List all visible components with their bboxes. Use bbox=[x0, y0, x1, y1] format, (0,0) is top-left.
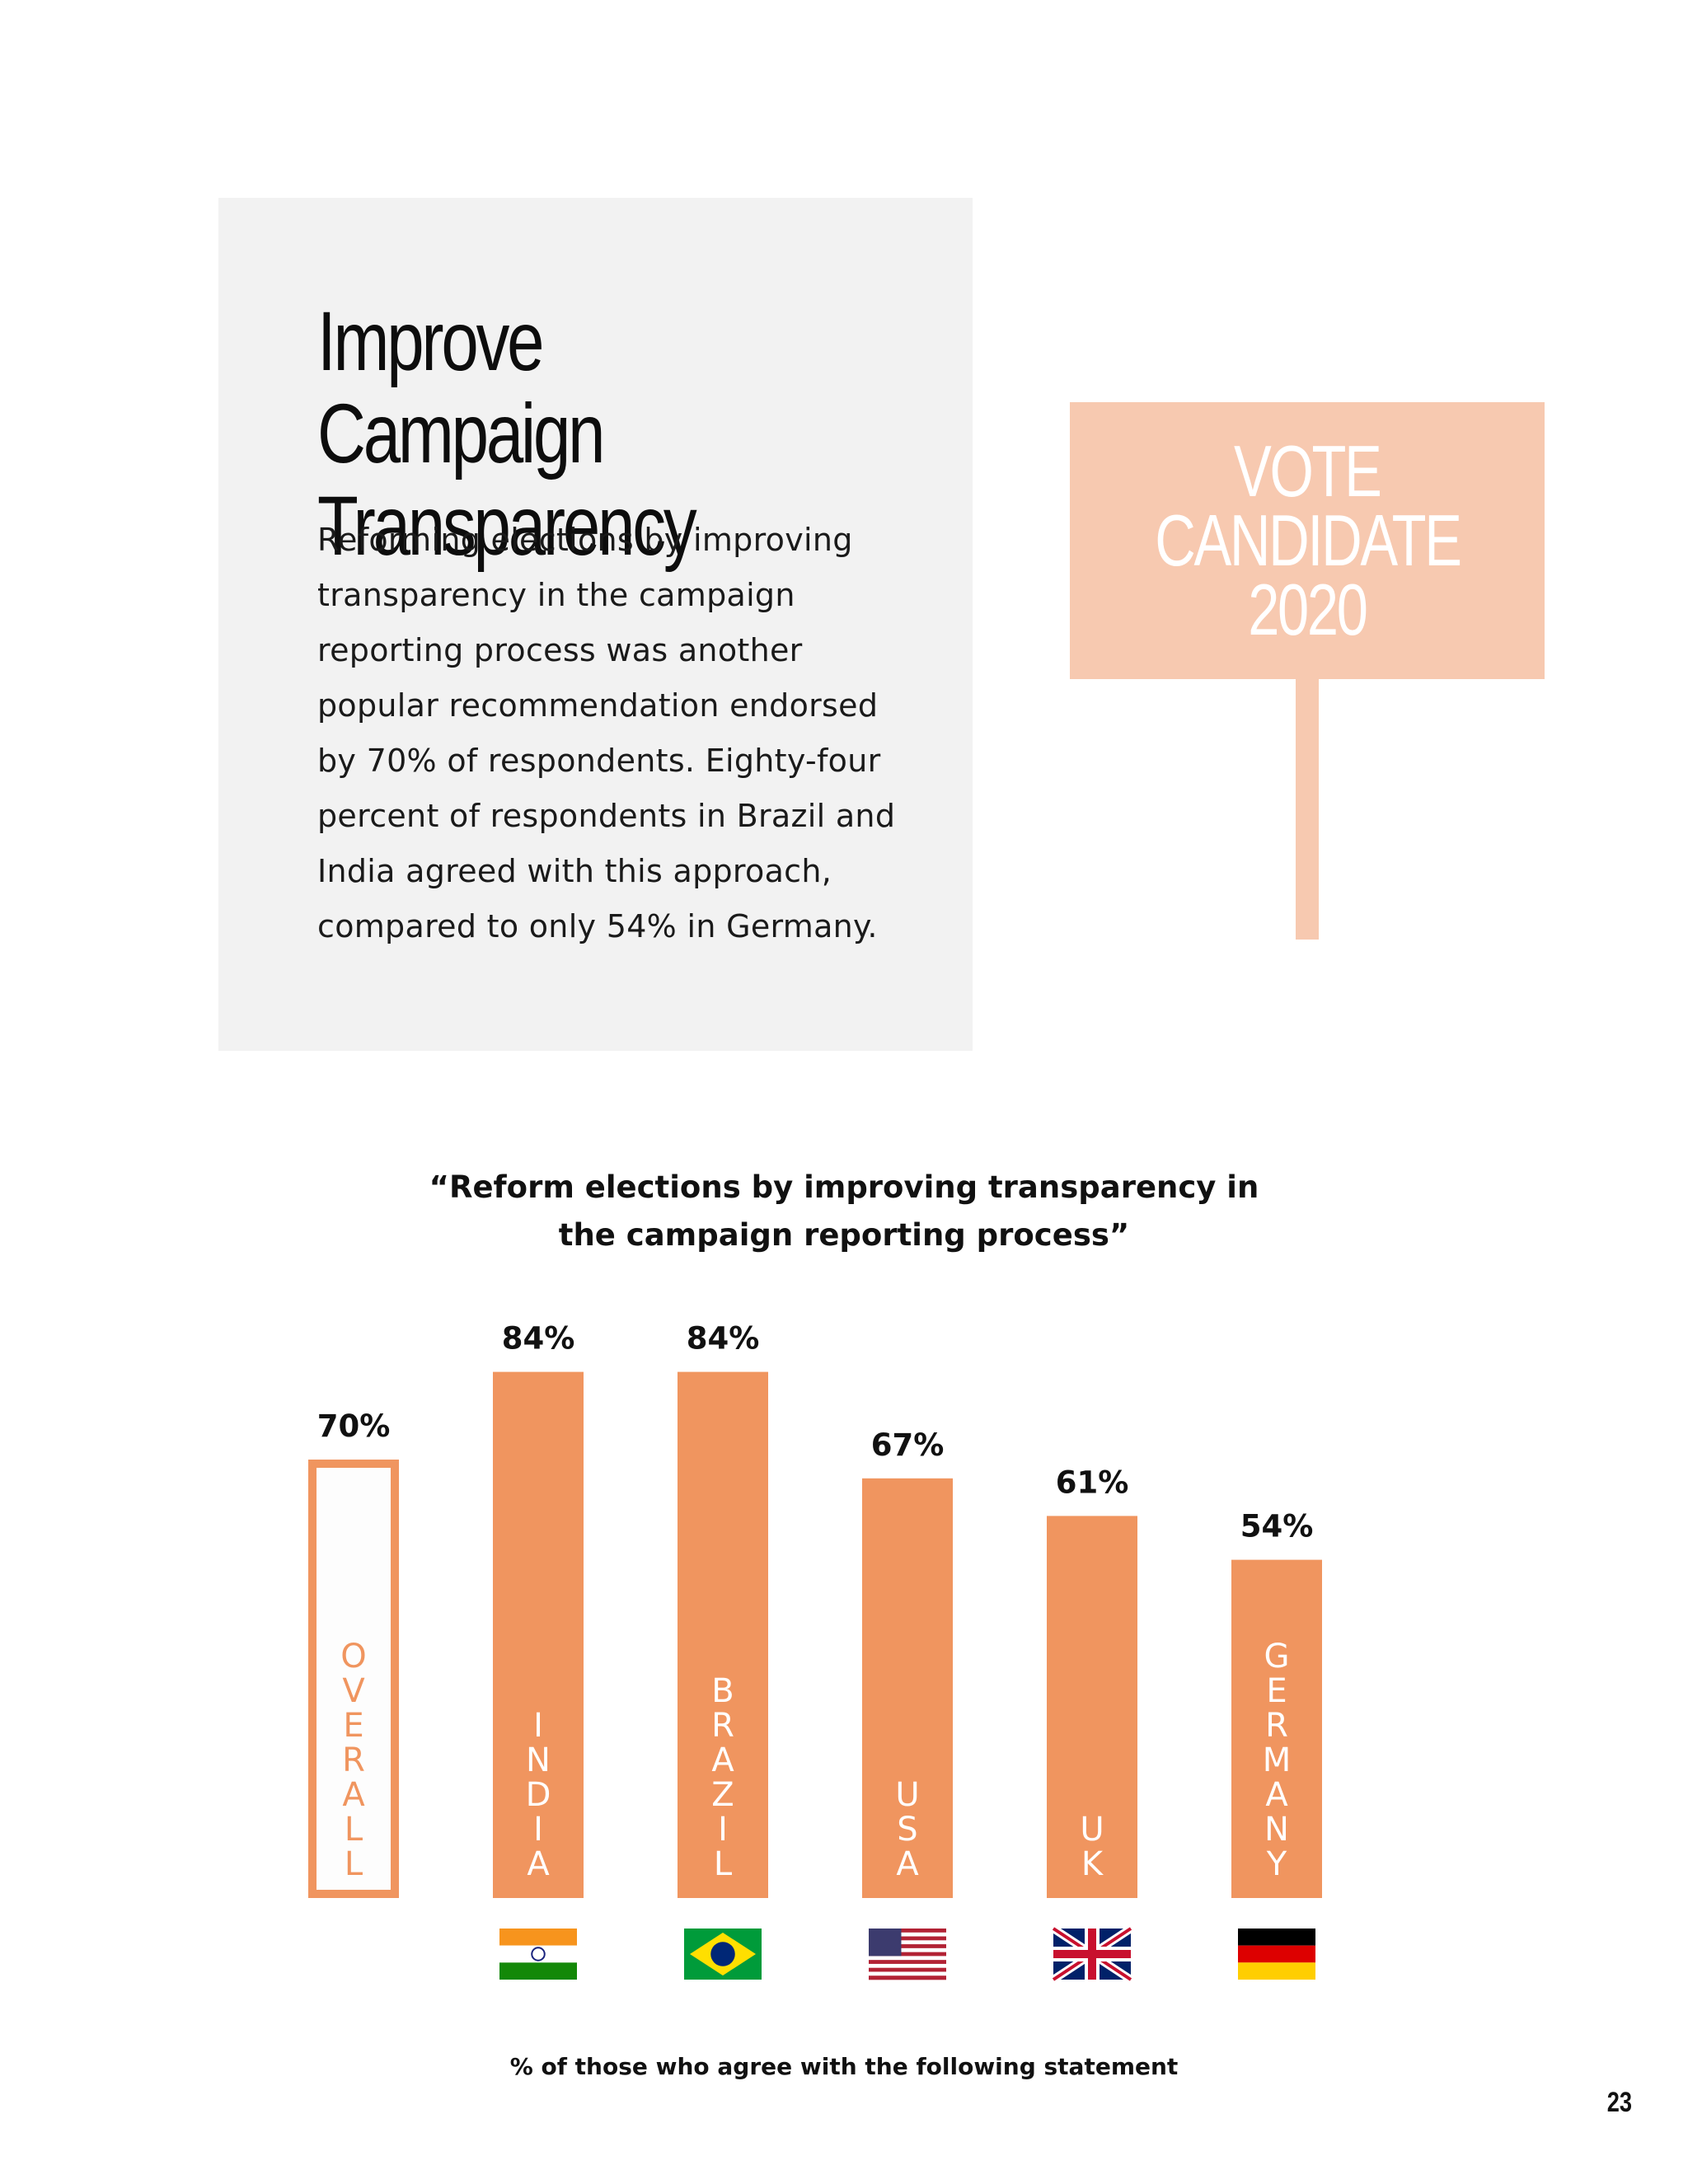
category-letter: A bbox=[342, 1776, 365, 1814]
category-letter: A bbox=[896, 1845, 919, 1883]
flag-stripe bbox=[869, 1929, 946, 1933]
body-line: compared to only 54% in Germany. bbox=[317, 908, 878, 944]
category-letter: R bbox=[711, 1707, 734, 1745]
section-heading: Improve Campaign Transparency bbox=[317, 295, 818, 572]
category-letter: D bbox=[526, 1776, 551, 1814]
value-label: 84% bbox=[687, 1321, 760, 1357]
flag-stripe bbox=[499, 1929, 577, 1946]
category-letter: I bbox=[533, 1707, 543, 1745]
chart-title-line-2: the campaign reporting process” bbox=[558, 1217, 1130, 1253]
flag-stripe bbox=[869, 1944, 946, 1949]
category-letter: A bbox=[711, 1741, 734, 1779]
page-number: 23 bbox=[1606, 2087, 1632, 2118]
vote-sign-board: VOTE CANDIDATE 2020 bbox=[1070, 402, 1545, 679]
category-letter: U bbox=[895, 1776, 919, 1814]
flag-stripe bbox=[869, 1932, 946, 1937]
category-letter: L bbox=[714, 1845, 733, 1883]
flag-stripe bbox=[869, 1936, 946, 1941]
category-letter: L bbox=[345, 1845, 363, 1883]
chart-title-line-1: “Reform elections by improving transpare… bbox=[429, 1169, 1259, 1205]
value-label: 84% bbox=[502, 1321, 575, 1357]
germany-flag-icon bbox=[1238, 1929, 1315, 1980]
flag-wheel bbox=[531, 1947, 546, 1961]
brazil-flag-icon bbox=[684, 1929, 762, 1980]
bar-brazil bbox=[678, 1371, 768, 1898]
category-letter: G bbox=[1264, 1638, 1290, 1675]
text-panel bbox=[218, 198, 973, 1051]
category-letter: R bbox=[342, 1741, 365, 1779]
category-letter: K bbox=[1081, 1845, 1104, 1883]
body-line: percent of respondents in Brazil and bbox=[317, 798, 896, 834]
bar-germany bbox=[1231, 1559, 1322, 1898]
category-letter: M bbox=[1263, 1741, 1292, 1779]
value-label: 61% bbox=[1056, 1465, 1129, 1500]
chart-note: % of those who agree with the following … bbox=[509, 2053, 1179, 2080]
chart-title: “Reform elections by improving transpare… bbox=[429, 1164, 1259, 1259]
category-letter: N bbox=[1264, 1811, 1289, 1849]
flag-stripe bbox=[869, 1967, 946, 1972]
bar-uk bbox=[1047, 1516, 1137, 1898]
category-letter: E bbox=[343, 1707, 363, 1745]
india-flag-icon bbox=[499, 1929, 577, 1980]
heading-line-2: Transparency bbox=[317, 479, 697, 573]
vote-sign-post bbox=[1296, 679, 1319, 940]
body-line: popular recommendation endorsed bbox=[317, 687, 879, 724]
flag-stripe bbox=[499, 1962, 577, 1980]
flag-stripe bbox=[869, 1956, 946, 1961]
category-letter: I bbox=[533, 1811, 543, 1849]
body-line: India agreed with this approach, bbox=[317, 853, 832, 889]
category-letter: A bbox=[1265, 1776, 1288, 1814]
usa-flag-icon bbox=[869, 1929, 946, 1980]
body-paragraph: Reforming elections by improving transpa… bbox=[317, 513, 911, 954]
category-letter: O bbox=[340, 1638, 366, 1675]
category-letter: B bbox=[711, 1672, 734, 1710]
flag-stripe bbox=[869, 1975, 946, 1980]
sign-line-vote: VOTE bbox=[1234, 430, 1382, 512]
flag-cross-red bbox=[1053, 1950, 1131, 1958]
heading-line-1: Improve Campaign bbox=[317, 294, 606, 480]
category-letter: R bbox=[1265, 1707, 1288, 1745]
category-letter: I bbox=[718, 1811, 728, 1849]
flag-stripe bbox=[869, 1960, 946, 1965]
value-label: 67% bbox=[871, 1427, 945, 1463]
flag-stripe bbox=[869, 1963, 946, 1968]
body-line: Reforming elections by improving bbox=[317, 522, 853, 558]
value-label: 54% bbox=[1240, 1509, 1314, 1544]
category-letter: Y bbox=[1266, 1845, 1287, 1883]
sign-line-year: 2020 bbox=[1248, 569, 1368, 650]
flag-stripe bbox=[1238, 1945, 1315, 1963]
body-line: by 70% of respondents. Eighty-four bbox=[317, 743, 881, 779]
flag-stripe bbox=[1238, 1962, 1315, 1980]
flag-stripe bbox=[869, 1947, 946, 1952]
flag-stripe bbox=[499, 1945, 577, 1963]
body-line: reporting process was another bbox=[317, 632, 803, 668]
flag-stripe bbox=[869, 1940, 946, 1945]
category-letter: N bbox=[526, 1741, 551, 1779]
category-letter: E bbox=[1266, 1672, 1287, 1710]
flag-stripe bbox=[869, 1971, 946, 1976]
sign-line-candidate: CANDIDATE bbox=[1154, 499, 1462, 581]
value-label: 70% bbox=[317, 1408, 391, 1444]
flag-stripe bbox=[869, 1952, 946, 1957]
category-letter: U bbox=[1080, 1811, 1104, 1849]
uk-flag-icon bbox=[1051, 1924, 1133, 1984]
flag-globe bbox=[710, 1942, 735, 1966]
category-letter: S bbox=[897, 1811, 917, 1849]
category-letter: L bbox=[345, 1811, 363, 1849]
category-letter: V bbox=[342, 1672, 365, 1710]
flag-stripe bbox=[1238, 1929, 1315, 1946]
bar-overall bbox=[308, 1460, 399, 1898]
bar-usa bbox=[862, 1478, 953, 1898]
flag-canton bbox=[869, 1929, 902, 1957]
category-letter: Z bbox=[711, 1776, 734, 1814]
body-line: transparency in the campaign bbox=[317, 577, 795, 613]
category-letter: A bbox=[527, 1845, 550, 1883]
bar-india bbox=[493, 1371, 584, 1898]
